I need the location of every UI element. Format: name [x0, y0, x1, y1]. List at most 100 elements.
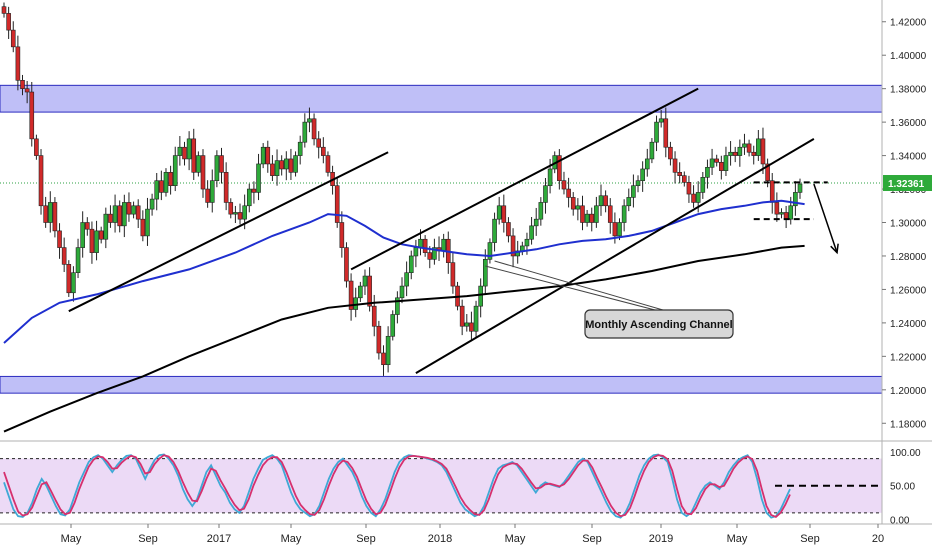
candle	[561, 171, 567, 195]
candle	[584, 209, 590, 227]
candle-up	[395, 297, 400, 315]
candle-down	[774, 202, 780, 215]
candle	[168, 165, 173, 195]
candle	[196, 151, 201, 177]
last-price-badge	[883, 175, 932, 192]
candle-down	[469, 322, 474, 332]
candle	[339, 211, 345, 258]
candle	[779, 208, 784, 219]
y-tick-label: 1.36000	[890, 118, 927, 129]
candle	[214, 150, 220, 188]
candle	[75, 238, 81, 279]
candle-down	[43, 205, 48, 223]
x-tick-label: May	[281, 533, 302, 545]
candle	[487, 238, 493, 264]
candle	[307, 107, 312, 133]
annotation-pointer	[494, 260, 664, 311]
candle-up	[529, 225, 534, 240]
candle-down	[57, 230, 62, 248]
candle-up	[547, 168, 553, 187]
candle-down	[760, 138, 766, 165]
candle-up	[358, 285, 363, 299]
candle	[719, 155, 724, 180]
candle	[668, 141, 673, 166]
candle-up	[122, 202, 127, 227]
candle-up	[131, 205, 136, 215]
candle	[223, 162, 229, 211]
candle	[691, 185, 696, 208]
channel-lower-line	[415, 137, 815, 374]
candle	[29, 81, 35, 147]
candle-down	[200, 155, 206, 190]
candle-up	[723, 155, 729, 171]
candle-down	[219, 155, 224, 173]
candle-down	[34, 138, 39, 156]
moving-average-blue	[3, 199, 805, 344]
candle	[246, 183, 252, 213]
candle	[566, 177, 571, 208]
y-tick-label: 1.42000	[890, 18, 927, 29]
candle	[353, 287, 359, 318]
candle-down	[686, 182, 692, 195]
candle-down	[6, 13, 11, 31]
candle	[422, 235, 428, 257]
candle	[432, 238, 437, 265]
bearish-projection-arrow	[813, 183, 838, 253]
candle	[20, 74, 25, 96]
candle	[774, 192, 780, 222]
candle-up	[297, 141, 303, 156]
candle-up	[631, 185, 636, 198]
candle-up	[524, 238, 530, 247]
candle	[274, 149, 280, 186]
candle	[533, 207, 539, 236]
candle-up	[399, 285, 405, 299]
candle	[279, 155, 284, 176]
candle	[626, 188, 632, 212]
candle-up	[71, 272, 76, 294]
y-tick-label: 1.34000	[890, 152, 927, 163]
candle-down	[159, 180, 164, 193]
candle-up	[598, 195, 604, 207]
candle	[61, 237, 67, 273]
candle	[163, 168, 169, 197]
candle-up	[163, 172, 169, 193]
candle	[728, 141, 733, 166]
candle-up	[654, 121, 659, 143]
stochastic-band	[0, 458, 882, 513]
candle	[538, 197, 544, 226]
x-tick-label: May	[61, 533, 82, 545]
candle	[302, 113, 308, 148]
candle	[251, 181, 257, 204]
candle	[709, 148, 715, 175]
candle-down	[140, 218, 146, 237]
candle-up	[709, 158, 715, 168]
candle-up	[705, 167, 710, 178]
candle-down	[24, 88, 30, 93]
candle	[598, 184, 604, 216]
candle-down	[61, 247, 67, 265]
candle	[496, 196, 502, 225]
candle	[316, 131, 321, 159]
candle-up	[788, 205, 794, 220]
candle-down	[321, 146, 326, 156]
candle-down	[223, 172, 229, 203]
candle-up	[209, 180, 215, 203]
candle-up	[408, 255, 414, 273]
candle-down	[746, 143, 752, 153]
candle	[644, 148, 650, 177]
y-tick-label: 1.18000	[890, 419, 927, 430]
candle	[182, 141, 187, 166]
candle-up	[293, 155, 298, 173]
candle-down	[714, 158, 719, 163]
candle-down	[311, 118, 317, 140]
candle-down	[20, 80, 25, 89]
candle	[71, 266, 76, 302]
candle-up	[404, 272, 409, 287]
candle	[483, 249, 488, 294]
candle	[793, 181, 798, 216]
candle	[464, 314, 470, 332]
candle	[131, 201, 136, 219]
x-tick-label: 2017	[207, 533, 231, 545]
candle-down	[367, 275, 372, 307]
